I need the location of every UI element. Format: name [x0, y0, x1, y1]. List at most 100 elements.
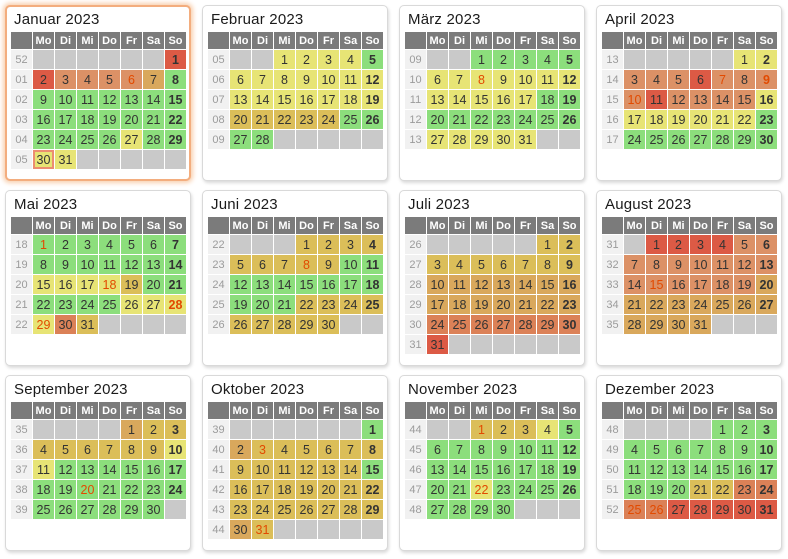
day-cell-juni-2023-16[interactable]: 16 — [318, 275, 339, 294]
day-cell-juli-2023-18[interactable]: 18 — [449, 295, 470, 314]
day-cell-dezember-2023-4[interactable]: 4 — [624, 440, 645, 459]
day-cell-november-2023-29[interactable]: 29 — [471, 500, 492, 519]
day-cell-oktober-2023-28[interactable]: 28 — [340, 500, 361, 519]
day-cell-m-rz-2023-17[interactable]: 17 — [515, 90, 536, 109]
day-cell-juli-2023-14[interactable]: 14 — [515, 275, 536, 294]
day-cell-dezember-2023-9[interactable]: 9 — [734, 440, 755, 459]
day-cell-oktober-2023-15[interactable]: 15 — [362, 460, 383, 479]
day-cell-juli-2023-8[interactable]: 8 — [537, 255, 558, 274]
day-cell-september-2023-10[interactable]: 10 — [165, 440, 186, 459]
day-cell-juli-2023-17[interactable]: 17 — [427, 295, 448, 314]
day-cell-juli-2023-31[interactable]: 31 — [427, 335, 448, 354]
day-cell-m-rz-2023-29[interactable]: 29 — [471, 130, 492, 149]
day-cell-januar-2023-14[interactable]: 14 — [143, 90, 164, 109]
day-cell-februar-2023-13[interactable]: 13 — [230, 90, 251, 109]
day-cell-september-2023-21[interactable]: 21 — [99, 480, 120, 499]
day-cell-juli-2023-30[interactable]: 30 — [559, 315, 580, 334]
day-cell-mai-2023-20[interactable]: 20 — [143, 275, 164, 294]
day-cell-dezember-2023-15[interactable]: 15 — [712, 460, 733, 479]
day-cell-m-rz-2023-3[interactable]: 3 — [515, 50, 536, 69]
day-cell-februar-2023-3[interactable]: 3 — [318, 50, 339, 69]
day-cell-m-rz-2023-6[interactable]: 6 — [427, 70, 448, 89]
day-cell-dezember-2023-12[interactable]: 12 — [646, 460, 667, 479]
day-cell-m-rz-2023-27[interactable]: 27 — [427, 130, 448, 149]
day-cell-februar-2023-16[interactable]: 16 — [296, 90, 317, 109]
day-cell-juni-2023-11[interactable]: 11 — [362, 255, 383, 274]
day-cell-november-2023-25[interactable]: 25 — [537, 480, 558, 499]
day-cell-oktober-2023-21[interactable]: 21 — [340, 480, 361, 499]
day-cell-februar-2023-24[interactable]: 24 — [318, 110, 339, 129]
day-cell-m-rz-2023-2[interactable]: 2 — [493, 50, 514, 69]
day-cell-juli-2023-21[interactable]: 21 — [515, 295, 536, 314]
day-cell-m-rz-2023-28[interactable]: 28 — [449, 130, 470, 149]
day-cell-oktober-2023-9[interactable]: 9 — [230, 460, 251, 479]
day-cell-juni-2023-24[interactable]: 24 — [340, 295, 361, 314]
day-cell-mai-2023-31[interactable]: 31 — [77, 315, 98, 334]
day-cell-dezember-2023-7[interactable]: 7 — [690, 440, 711, 459]
day-cell-dezember-2023-27[interactable]: 27 — [668, 500, 689, 519]
day-cell-juni-2023-2[interactable]: 2 — [318, 235, 339, 254]
day-cell-januar-2023-26[interactable]: 26 — [99, 130, 120, 149]
day-cell-august-2023-26[interactable]: 26 — [734, 295, 755, 314]
day-cell-august-2023-15[interactable]: 15 — [646, 275, 667, 294]
day-cell-juli-2023-7[interactable]: 7 — [515, 255, 536, 274]
day-cell-august-2023-9[interactable]: 9 — [668, 255, 689, 274]
day-cell-august-2023-28[interactable]: 28 — [624, 315, 645, 334]
day-cell-februar-2023-8[interactable]: 8 — [274, 70, 295, 89]
day-cell-november-2023-30[interactable]: 30 — [493, 500, 514, 519]
day-cell-februar-2023-28[interactable]: 28 — [252, 130, 273, 149]
day-cell-januar-2023-22[interactable]: 22 — [165, 110, 186, 129]
day-cell-juni-2023-14[interactable]: 14 — [274, 275, 295, 294]
day-cell-juni-2023-9[interactable]: 9 — [318, 255, 339, 274]
day-cell-m-rz-2023-8[interactable]: 8 — [471, 70, 492, 89]
day-cell-januar-2023-21[interactable]: 21 — [143, 110, 164, 129]
day-cell-april-2023-28[interactable]: 28 — [712, 130, 733, 149]
day-cell-november-2023-26[interactable]: 26 — [559, 480, 580, 499]
day-cell-dezember-2023-30[interactable]: 30 — [734, 500, 755, 519]
day-cell-mai-2023-3[interactable]: 3 — [77, 235, 98, 254]
day-cell-november-2023-2[interactable]: 2 — [493, 420, 514, 439]
day-cell-juli-2023-2[interactable]: 2 — [559, 235, 580, 254]
day-cell-januar-2023-19[interactable]: 19 — [99, 110, 120, 129]
day-cell-oktober-2023-7[interactable]: 7 — [340, 440, 361, 459]
day-cell-september-2023-29[interactable]: 29 — [121, 500, 142, 519]
day-cell-m-rz-2023-4[interactable]: 4 — [537, 50, 558, 69]
day-cell-mai-2023-2[interactable]: 2 — [55, 235, 76, 254]
day-cell-februar-2023-20[interactable]: 20 — [230, 110, 251, 129]
day-cell-november-2023-17[interactable]: 17 — [515, 460, 536, 479]
day-cell-dezember-2023-31[interactable]: 31 — [756, 500, 777, 519]
day-cell-dezember-2023-25[interactable]: 25 — [624, 500, 645, 519]
day-cell-april-2023-3[interactable]: 3 — [624, 70, 645, 89]
day-cell-juni-2023-3[interactable]: 3 — [340, 235, 361, 254]
day-cell-oktober-2023-20[interactable]: 20 — [318, 480, 339, 499]
day-cell-november-2023-16[interactable]: 16 — [493, 460, 514, 479]
day-cell-juni-2023-26[interactable]: 26 — [230, 315, 251, 334]
day-cell-mai-2023-26[interactable]: 26 — [121, 295, 142, 314]
day-cell-januar-2023-10[interactable]: 10 — [55, 90, 76, 109]
day-cell-juli-2023-22[interactable]: 22 — [537, 295, 558, 314]
day-cell-juni-2023-17[interactable]: 17 — [340, 275, 361, 294]
day-cell-mai-2023-29[interactable]: 29 — [33, 315, 54, 334]
day-cell-april-2023-30[interactable]: 30 — [756, 130, 777, 149]
day-cell-januar-2023-17[interactable]: 17 — [55, 110, 76, 129]
day-cell-m-rz-2023-30[interactable]: 30 — [493, 130, 514, 149]
day-cell-oktober-2023-11[interactable]: 11 — [274, 460, 295, 479]
day-cell-september-2023-12[interactable]: 12 — [55, 460, 76, 479]
day-cell-juni-2023-12[interactable]: 12 — [230, 275, 251, 294]
day-cell-november-2023-27[interactable]: 27 — [427, 500, 448, 519]
day-cell-juni-2023-7[interactable]: 7 — [274, 255, 295, 274]
day-cell-juni-2023-30[interactable]: 30 — [318, 315, 339, 334]
day-cell-juni-2023-23[interactable]: 23 — [318, 295, 339, 314]
day-cell-mai-2023-18[interactable]: 18 — [99, 275, 120, 294]
day-cell-november-2023-15[interactable]: 15 — [471, 460, 492, 479]
day-cell-oktober-2023-2[interactable]: 2 — [230, 440, 251, 459]
day-cell-september-2023-17[interactable]: 17 — [165, 460, 186, 479]
day-cell-juli-2023-3[interactable]: 3 — [427, 255, 448, 274]
day-cell-oktober-2023-26[interactable]: 26 — [296, 500, 317, 519]
day-cell-november-2023-5[interactable]: 5 — [559, 420, 580, 439]
day-cell-februar-2023-18[interactable]: 18 — [340, 90, 361, 109]
day-cell-april-2023-1[interactable]: 1 — [734, 50, 755, 69]
day-cell-februar-2023-23[interactable]: 23 — [296, 110, 317, 129]
day-cell-dezember-2023-18[interactable]: 18 — [624, 480, 645, 499]
day-cell-august-2023-31[interactable]: 31 — [690, 315, 711, 334]
